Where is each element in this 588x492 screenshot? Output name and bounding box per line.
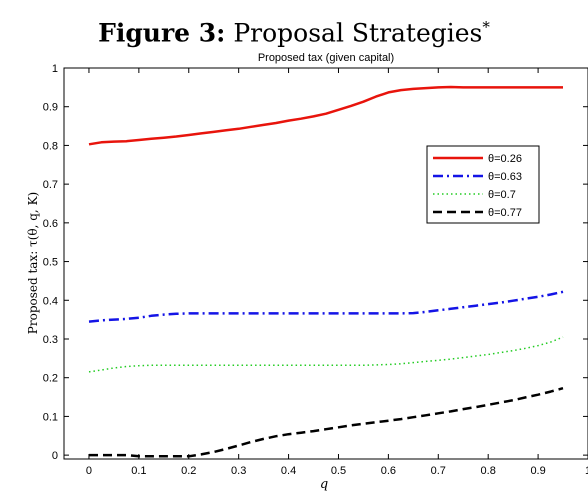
legend-label-3: θ=0.7 (488, 189, 516, 201)
x-tick-label: 0 (86, 465, 92, 477)
x-tick-label: 0.7 (431, 465, 446, 477)
series-line-2 (89, 292, 563, 322)
x-tick-label: 0.5 (331, 465, 346, 477)
x-tick-label: 0.9 (530, 465, 545, 477)
x-tick-label: 0.6 (381, 465, 396, 477)
series-line-4 (89, 388, 563, 456)
x-tick-label: 0.8 (481, 465, 496, 477)
x-tick-label: 0.2 (181, 465, 196, 477)
x-tick-label: 0.1 (131, 465, 146, 477)
x-axis-label: q (320, 477, 328, 492)
x-tick-label: 0.4 (281, 465, 296, 477)
chart-title: Proposed tax (given capital) (258, 52, 394, 64)
y-tick-label: 0 (52, 450, 58, 462)
y-tick-label: 0.3 (43, 334, 58, 346)
legend-label-4: θ=0.77 (488, 207, 522, 219)
y-tick-label: 0.4 (43, 295, 58, 307)
y-tick-label: 1 (52, 63, 58, 75)
y-tick-label: 0.9 (43, 102, 58, 114)
legend: θ=0.26 θ=0.63 θ=0.7 θ=0.77 (427, 146, 539, 223)
series-line-1 (89, 87, 563, 144)
y-tick-label: 0.5 (43, 257, 58, 269)
y-tick-label: 0.1 (43, 411, 58, 423)
legend-label-2: θ=0.63 (488, 171, 522, 183)
y-tick-label: 0.7 (43, 179, 58, 191)
x-tick-label: 0.3 (231, 465, 246, 477)
y-tick-label: 0.8 (43, 140, 58, 152)
y-axis-label: Proposed tax: τ(θ, q, K) (26, 192, 40, 334)
series-line-3 (89, 337, 563, 372)
y-tick-label: 0.2 (43, 373, 58, 385)
legend-label-1: θ=0.26 (488, 153, 522, 165)
y-tick-label: 0.6 (43, 218, 58, 230)
